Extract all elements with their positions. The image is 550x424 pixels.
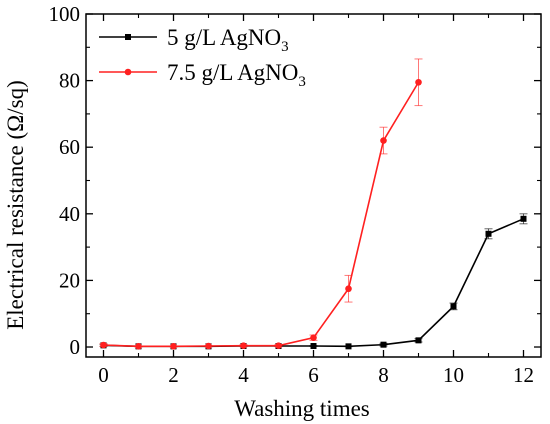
legend-entry-1: 5 g/L AgNO3 bbox=[99, 25, 289, 55]
data-point bbox=[520, 215, 527, 222]
legend-label: 5 g/L AgNO3 bbox=[167, 25, 289, 55]
series-line bbox=[103, 81, 420, 348]
y-tick-label: 40 bbox=[59, 202, 80, 226]
x-tick-label: 6 bbox=[308, 363, 319, 387]
y-tick-label: 80 bbox=[59, 69, 80, 93]
x-tick-label: 10 bbox=[443, 363, 464, 387]
data-point bbox=[450, 303, 457, 310]
x-tick-label: 8 bbox=[378, 363, 389, 387]
legend-entry-2: 7.5 g/L AgNO3 bbox=[99, 60, 306, 90]
data-point bbox=[380, 137, 387, 144]
series-line bbox=[103, 218, 524, 348]
series-1 bbox=[99, 213, 528, 350]
data-point bbox=[240, 342, 247, 349]
data-point bbox=[205, 342, 212, 350]
legend-label-subscript: 3 bbox=[298, 74, 306, 90]
data-point bbox=[275, 342, 282, 349]
x-tick-label: 4 bbox=[238, 363, 249, 387]
data-point bbox=[380, 341, 387, 348]
y-tick-label: 20 bbox=[59, 268, 80, 292]
data-point bbox=[345, 285, 352, 293]
data-point bbox=[310, 343, 317, 350]
x-axis-title: Washing times bbox=[234, 396, 370, 421]
data-point bbox=[310, 334, 317, 341]
legend-label: 7.5 g/L AgNO3 bbox=[167, 60, 306, 90]
x-tick-label: 12 bbox=[513, 363, 534, 387]
series-group bbox=[99, 58, 528, 350]
x-tick-label: 2 bbox=[168, 363, 179, 387]
data-point bbox=[415, 337, 422, 344]
legend-label-main: 7.5 g/L AgNO bbox=[167, 60, 298, 85]
axes: 0 2 4 6 8 10 12 0 20 40 60 80 100 bbox=[49, 2, 542, 387]
legend-marker bbox=[125, 34, 131, 40]
data-point bbox=[170, 343, 177, 350]
data-point bbox=[100, 341, 107, 349]
data-point bbox=[485, 230, 492, 237]
plot-frame bbox=[85, 13, 542, 358]
y-tick-label: 0 bbox=[70, 335, 81, 359]
data-point bbox=[135, 343, 142, 350]
x-tick-label: 0 bbox=[98, 363, 109, 387]
data-point bbox=[415, 78, 422, 86]
y-tick-label: 60 bbox=[59, 135, 80, 159]
data-point bbox=[345, 343, 352, 350]
legend-label-main: 5 g/L AgNO bbox=[167, 25, 281, 50]
legend-marker bbox=[124, 68, 132, 76]
y-axis-title: Electrical resistance (Ω/sq) bbox=[3, 80, 28, 330]
legend-label-subscript: 3 bbox=[281, 39, 289, 55]
y-tick-label: 100 bbox=[49, 2, 81, 26]
series-2 bbox=[99, 58, 423, 350]
